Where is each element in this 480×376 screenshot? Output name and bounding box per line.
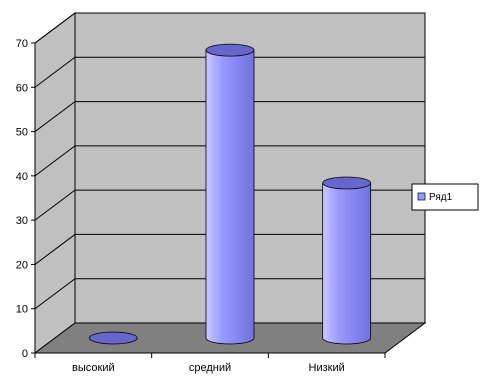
bar-2 xyxy=(205,43,255,345)
y-tick-label: 60 xyxy=(16,82,28,94)
bar-1 xyxy=(88,331,138,345)
gridline xyxy=(34,278,425,310)
gridline xyxy=(34,145,425,177)
x-tick-label: Низкий xyxy=(309,362,345,374)
y-tick-label: 10 xyxy=(16,304,28,316)
y-tick-label: 20 xyxy=(16,259,28,271)
bar-top xyxy=(322,176,372,190)
gridline xyxy=(34,189,425,221)
y-tick-label: 50 xyxy=(16,127,28,139)
side-wall xyxy=(34,12,76,354)
y-tick-label: 40 xyxy=(16,171,28,183)
legend: Ряд1 xyxy=(411,183,479,211)
bar-3 xyxy=(322,176,372,345)
gridline xyxy=(34,233,425,265)
x-tick-label: средний xyxy=(189,362,231,374)
legend-label-series-1: Ряд1 xyxy=(429,192,453,203)
bar-body xyxy=(322,182,372,345)
y-tick-label: 30 xyxy=(16,215,28,227)
bar-top xyxy=(205,43,255,57)
y-tick-label: 70 xyxy=(16,38,28,50)
gridline xyxy=(34,101,425,132)
bar-top xyxy=(88,331,138,345)
legend-swatch-series-1 xyxy=(417,192,426,201)
bar-body xyxy=(205,49,255,345)
x-tick-label: высокий xyxy=(72,362,115,374)
y-tick-label: 0 xyxy=(22,348,28,360)
gridline xyxy=(34,56,425,88)
gridline xyxy=(34,12,425,44)
